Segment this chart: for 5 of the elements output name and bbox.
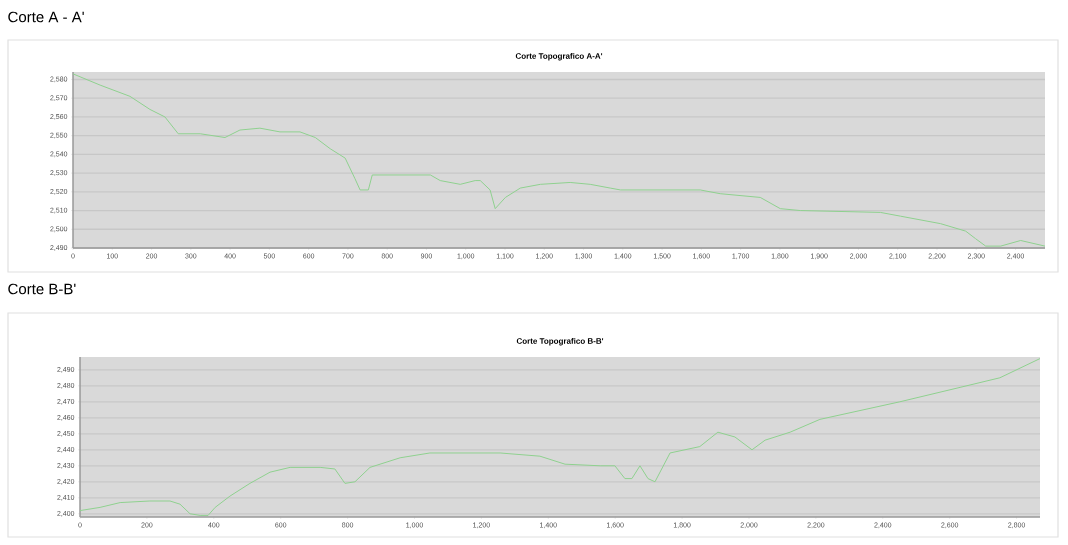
text: Corte A - A' bbox=[8, 11, 84, 23]
chart-title: Corte Topografico A-A' bbox=[515, 52, 603, 61]
line-series bbox=[79, 358, 1041, 516]
text: Corte B-B' bbox=[8, 283, 76, 295]
chart-title: Corte Topografico B-B' bbox=[516, 337, 604, 346]
